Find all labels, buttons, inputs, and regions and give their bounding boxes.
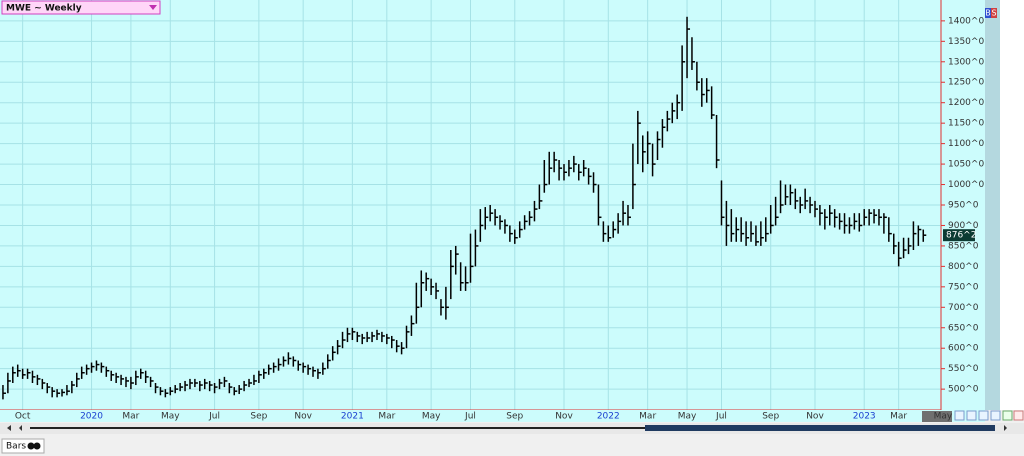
x-tick-label: Sep	[506, 412, 523, 422]
buy-button[interactable]	[985, 8, 991, 18]
x-tick-label: Sep	[762, 412, 779, 422]
y-tick-label: 1000^0	[948, 180, 984, 190]
scroll-step-left[interactable]	[19, 425, 22, 431]
y-tick-label: 1350^0	[948, 37, 984, 47]
x-tick-label: Mar	[639, 412, 656, 422]
tool-icon[interactable]	[1013, 410, 1024, 421]
x-tick-label: Jul	[208, 412, 220, 422]
sell-button[interactable]	[991, 8, 997, 18]
tool-icon[interactable]	[978, 410, 989, 421]
y-tick-label: 1200^0	[948, 98, 984, 108]
side-strip	[985, 0, 1000, 410]
scroll-left[interactable]	[7, 425, 11, 431]
symbol-selector[interactable]	[1, 0, 161, 15]
x-tick-label: Oct	[15, 412, 31, 422]
y-tick-label: 500^0	[948, 385, 979, 395]
x-tick-label: Nov	[294, 412, 312, 422]
tool-icon[interactable]	[954, 410, 965, 421]
y-tick-label: 600^0	[948, 344, 979, 354]
y-tick-label: 550^0	[948, 364, 979, 374]
tool-icon[interactable]	[990, 410, 1001, 421]
scroll-thumb[interactable]	[645, 425, 995, 431]
y-tick-label: 700^0	[948, 303, 979, 313]
bars-tab-label: Bars	[6, 442, 26, 452]
x-tick-label: May	[422, 412, 441, 422]
bars-tab[interactable]	[1, 438, 45, 454]
y-tick-label: 1300^0	[948, 57, 984, 67]
toolbar-icons	[954, 410, 1024, 421]
y-tick-label: 1050^0	[948, 160, 984, 170]
y-tick-label: 650^0	[948, 323, 979, 333]
last-price-label: 876^2	[946, 231, 976, 241]
y-tick-label: 900^0	[948, 221, 979, 231]
x-tick-label: Mar	[378, 412, 395, 422]
tool-icon[interactable]	[966, 410, 977, 421]
y-tick-label: 1250^0	[948, 78, 984, 88]
sell-label: S	[991, 9, 996, 18]
dropdown-arrow	[149, 5, 157, 10]
x-tick-label: Mar	[890, 412, 907, 422]
tool-icon[interactable]	[1002, 410, 1013, 421]
x-tick-label: Jul	[715, 412, 727, 422]
buy-label: B	[985, 9, 991, 18]
x-tick-label: Mar	[122, 412, 139, 422]
x-tick-label: Nov	[806, 412, 824, 422]
x-tick-label: May	[678, 412, 697, 422]
y-tick-label: 950^0	[948, 201, 979, 211]
x-tick-label: May	[934, 412, 953, 422]
x-tick-label: Sep	[250, 412, 267, 422]
symbol-title: MWE ~ Weekly	[6, 4, 82, 14]
y-tick-label: 800^0	[948, 262, 979, 272]
side-margin	[1000, 0, 1024, 410]
y-tick-label: 1150^0	[948, 119, 984, 129]
x-tick-label: May	[161, 412, 180, 422]
future-region	[922, 411, 952, 422]
x-tick-label: 2020	[80, 412, 103, 422]
y-tick-label: 850^0	[948, 241, 979, 251]
y-tick-label: 750^0	[948, 282, 979, 292]
scroll-right[interactable]	[1004, 425, 1007, 431]
x-tick-label: 2023	[853, 412, 876, 422]
time-axis-band	[0, 410, 985, 422]
x-tick-label: Jul	[464, 412, 476, 422]
tab-icon	[27, 442, 35, 450]
x-tick-label: 2022	[597, 412, 620, 422]
last-price-box	[943, 229, 975, 242]
y-tick-label: 1400^0	[948, 16, 984, 26]
tab-icon	[33, 442, 41, 450]
y-tick-label: 1100^0	[948, 139, 984, 149]
x-tick-label: Nov	[555, 412, 573, 422]
x-tick-label: 2021	[341, 412, 364, 422]
